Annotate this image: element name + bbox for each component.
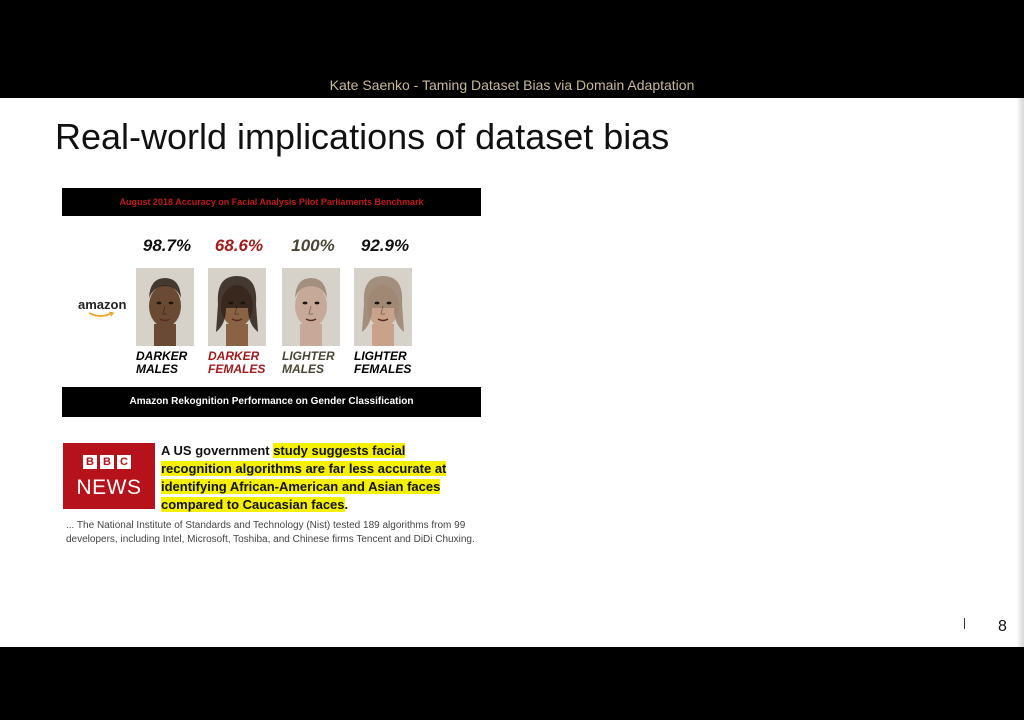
news-excerpt: ... The National Institute of Standards …	[66, 520, 475, 545]
slide: Real-world implications of dataset bias …	[0, 98, 1024, 647]
bbc-letter: B	[100, 455, 114, 469]
amazon-logo: amazon	[78, 297, 127, 312]
amazon-smile-icon	[88, 312, 114, 317]
bbc-news-word: NEWS	[76, 476, 142, 499]
accuracy-value: 92.9%	[360, 236, 410, 255]
face-image	[136, 268, 194, 346]
group-label: LIGHTER MALES	[282, 349, 335, 376]
face-image	[282, 268, 340, 346]
group-label: DARKER FEMALES	[208, 349, 266, 376]
page-number: 8	[998, 618, 1007, 635]
figure-caption: Amazon Rekognition Performance on Gender…	[62, 387, 481, 417]
presentation-header: Kate Saenko - Taming Dataset Bias via Do…	[329, 77, 695, 93]
accuracy-value: 100%	[291, 236, 335, 255]
bbc-letter-blocks: B B C	[83, 455, 131, 469]
bbc-news-logo: B B C NEWS	[63, 443, 155, 509]
bbc-letter: B	[83, 455, 97, 469]
bottom-bar	[0, 647, 1024, 720]
face-image	[354, 268, 412, 346]
group-label: LIGHTER FEMALES	[354, 349, 412, 376]
accuracy-value: 68.6%	[214, 236, 264, 255]
slide-title: Real-world implications of dataset bias	[55, 116, 670, 157]
slide-edge	[1018, 98, 1024, 647]
page-marker	[964, 618, 965, 629]
accuracy-value: 98.7%	[142, 236, 192, 255]
news-headline: A US government study suggests facial rec…	[161, 443, 447, 512]
face-image	[208, 268, 266, 346]
top-bar: Kate Saenko - Taming Dataset Bias via Do…	[0, 0, 1024, 98]
figure-header: August 2018 Accuracy on Facial Analysis …	[62, 188, 481, 216]
bbc-letter: C	[117, 455, 131, 469]
group-label: DARKER MALES	[136, 349, 188, 376]
accuracy-figure: August 2018 Accuracy on Facial Analysis …	[62, 188, 481, 417]
